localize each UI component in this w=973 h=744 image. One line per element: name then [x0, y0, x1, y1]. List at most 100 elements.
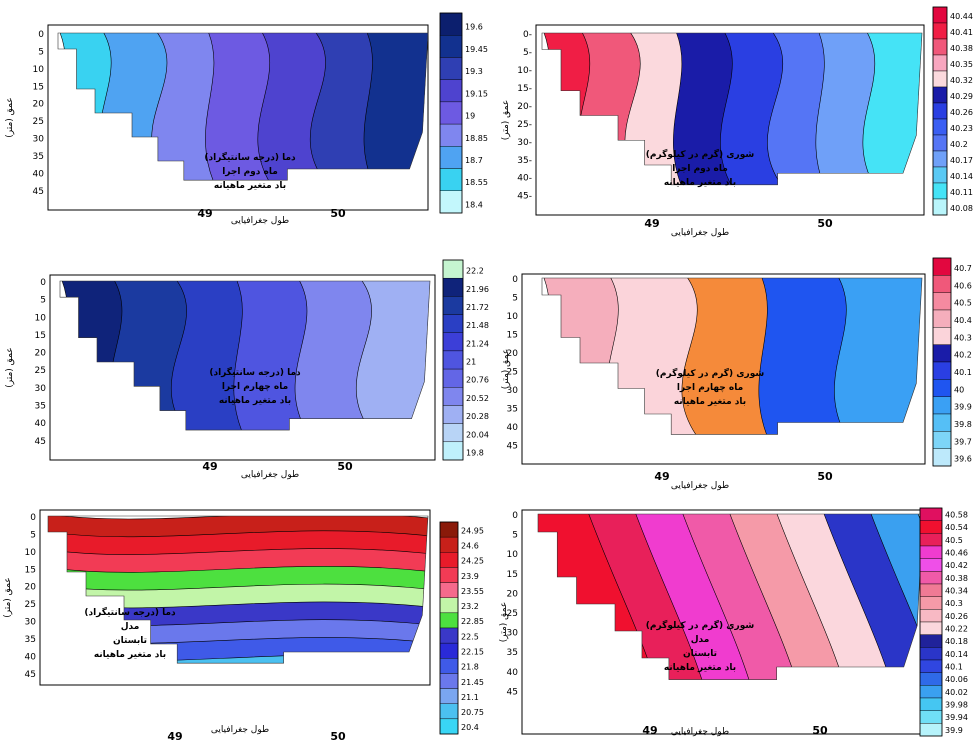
colorbar-swatch [439, 146, 463, 169]
colorbar-label: 40.44 [950, 12, 973, 21]
colorbar-label: 19.15 [465, 89, 488, 98]
chart-panel-2: 0- 5- 10- 15- 20- 25- 30- 35- 40- 45- عمق (متر) 49 5… [500, 5, 973, 240]
colorbar-swatch [442, 314, 464, 333]
colorbar-label: 20.28 [466, 412, 489, 421]
colorbar-label: 22.2 [466, 267, 484, 276]
section-outline [541, 32, 923, 186]
y-tick-label: 20 [507, 589, 519, 599]
panel-note: ماه چهارم اجرا [677, 383, 743, 393]
colorbar-swatch [919, 710, 943, 724]
y-tick-label: 20 [507, 349, 519, 359]
colorbar-label: 40.26 [950, 108, 973, 117]
colorbar-label: 21.1 [461, 693, 479, 702]
colorbar-label: 22.5 [461, 632, 479, 641]
contour-band-5 [834, 278, 922, 435]
y-tick-label: 40 [33, 169, 45, 179]
colorbar-swatch [442, 277, 464, 297]
panel-note: باد متغیر ماهیانه [214, 181, 286, 191]
colorbar-label: 40.58 [945, 511, 968, 520]
colorbar-swatch [932, 431, 952, 449]
colorbar-frame [932, 6, 948, 216]
y-tick-label: 15 [33, 82, 44, 92]
panel-note: باد متغیر ماهیانه [674, 397, 746, 407]
chart-svg-2: 0- 5- 10- 15- 20- 25- 30- 35- 40- 45- عمق (متر) 49 5… [501, 6, 973, 238]
colorbar-swatch [442, 259, 464, 279]
chart-panel-6: 0 5 10 15 20 25 30 35 40 45 عمق (متر) 49 50 طول جغراف… [499, 500, 973, 744]
colorbar-label: 40.3 [945, 599, 963, 608]
colorbar-swatch [919, 507, 943, 521]
colorbar-frame [932, 257, 952, 467]
x-tick-label: 50 [330, 730, 346, 743]
colorbar-swatch [919, 520, 943, 534]
colorbar-swatch [932, 448, 952, 467]
y-tick-label: 10 [507, 550, 519, 560]
colorbar-swatch [932, 327, 952, 345]
panel-note: باد متغیر ماهیانه [94, 650, 166, 660]
y-tick-label: 45 [507, 687, 518, 697]
colorbar-frame [442, 259, 464, 461]
y-tick-label: 45 [35, 437, 46, 447]
colorbar-label: 24.6 [461, 542, 479, 551]
colorbar-swatch [932, 70, 948, 88]
colorbar-label: 19.3 [465, 67, 483, 76]
y-tick-label: 15 [35, 331, 46, 341]
panel-note: دما (درجه سانتیگراد) [204, 151, 296, 163]
colorbar-label: 18.55 [465, 178, 488, 187]
y-tick-label: 25 [33, 117, 44, 127]
colorbar-label: 39.9 [945, 726, 963, 735]
colorbar-label: 40.22 [945, 625, 968, 634]
colorbar-swatch [439, 567, 459, 583]
y-tick-label: 20 [33, 100, 45, 110]
colorbar-label: 39.6 [954, 455, 972, 464]
colorbar-label: 40.08 [950, 204, 973, 213]
colorbar-label: 40.32 [950, 76, 973, 85]
colorbar-swatch [919, 647, 943, 661]
y-tick-label: 0 [512, 275, 518, 285]
chart-svg-1: 0 5 10 15 20 25 30 35 40 45 عمق (متر) 49 50 طول جغراف… [5, 12, 488, 226]
y-tick-label: 30- [517, 138, 532, 148]
colorbar-swatch [439, 101, 463, 125]
colorbar-label: 40.38 [950, 44, 973, 53]
y-axis-label: عمق (متر) [499, 602, 509, 642]
y-tick-label: 15- [517, 84, 532, 94]
y-tick-label: 25 [25, 600, 36, 610]
colorbar-swatch [439, 35, 463, 58]
colorbar-swatch [439, 612, 459, 629]
y-tick-label: 0 [40, 278, 46, 288]
colorbar-label: 40.1 [954, 368, 972, 377]
colorbar-swatch [439, 688, 459, 704]
colorbar-frame [439, 521, 459, 735]
colorbar-label: 40.2 [950, 140, 968, 149]
y-tick-label: 20 [25, 583, 37, 593]
y-tick-label: 20- [517, 102, 532, 112]
x-tick-label: 49 [167, 730, 182, 743]
colorbar-label: 21.24 [466, 339, 489, 348]
x-tick-label: 49 [197, 207, 212, 220]
y-axis-label: عمق (متر) [5, 97, 15, 137]
panel-note: ماه چهارم اجرا [222, 382, 288, 392]
colorbar-swatch [439, 168, 463, 191]
colorbar-swatch [439, 718, 459, 735]
x-tick-label: 50 [330, 207, 346, 220]
chart-panel-4: 0 5 10 15 20 25 30 35 40 45 عمق (متر) 49 50 طول جغراف… [500, 257, 973, 493]
colorbar-label: 40.14 [945, 650, 968, 659]
y-tick-label: 30 [35, 384, 47, 394]
colorbar-label: 24.95 [461, 526, 484, 535]
section-outline [59, 280, 431, 431]
panel-note: باد متغیر ماهیانه [664, 178, 736, 188]
colorbar-swatch [932, 292, 952, 311]
colorbar-label: 20.04 [466, 430, 489, 439]
colorbar-label: 39.94 [945, 713, 968, 722]
y-tick-label: 15 [507, 570, 518, 580]
colorbar-label: 19.8 [466, 448, 484, 457]
panel-note: باد متغیر ماهیانه [664, 663, 736, 673]
contour-field [60, 281, 430, 431]
colorbar-label: 40.4 [954, 316, 972, 325]
panel-note: مدل [691, 635, 710, 645]
colorbar-label: 39.98 [945, 701, 968, 710]
y-tick-label: 40 [35, 419, 47, 429]
colorbar-swatch [439, 658, 459, 674]
contour-field [542, 33, 922, 185]
y-tick-label: 35 [25, 635, 36, 645]
colorbar-swatch [932, 54, 948, 72]
